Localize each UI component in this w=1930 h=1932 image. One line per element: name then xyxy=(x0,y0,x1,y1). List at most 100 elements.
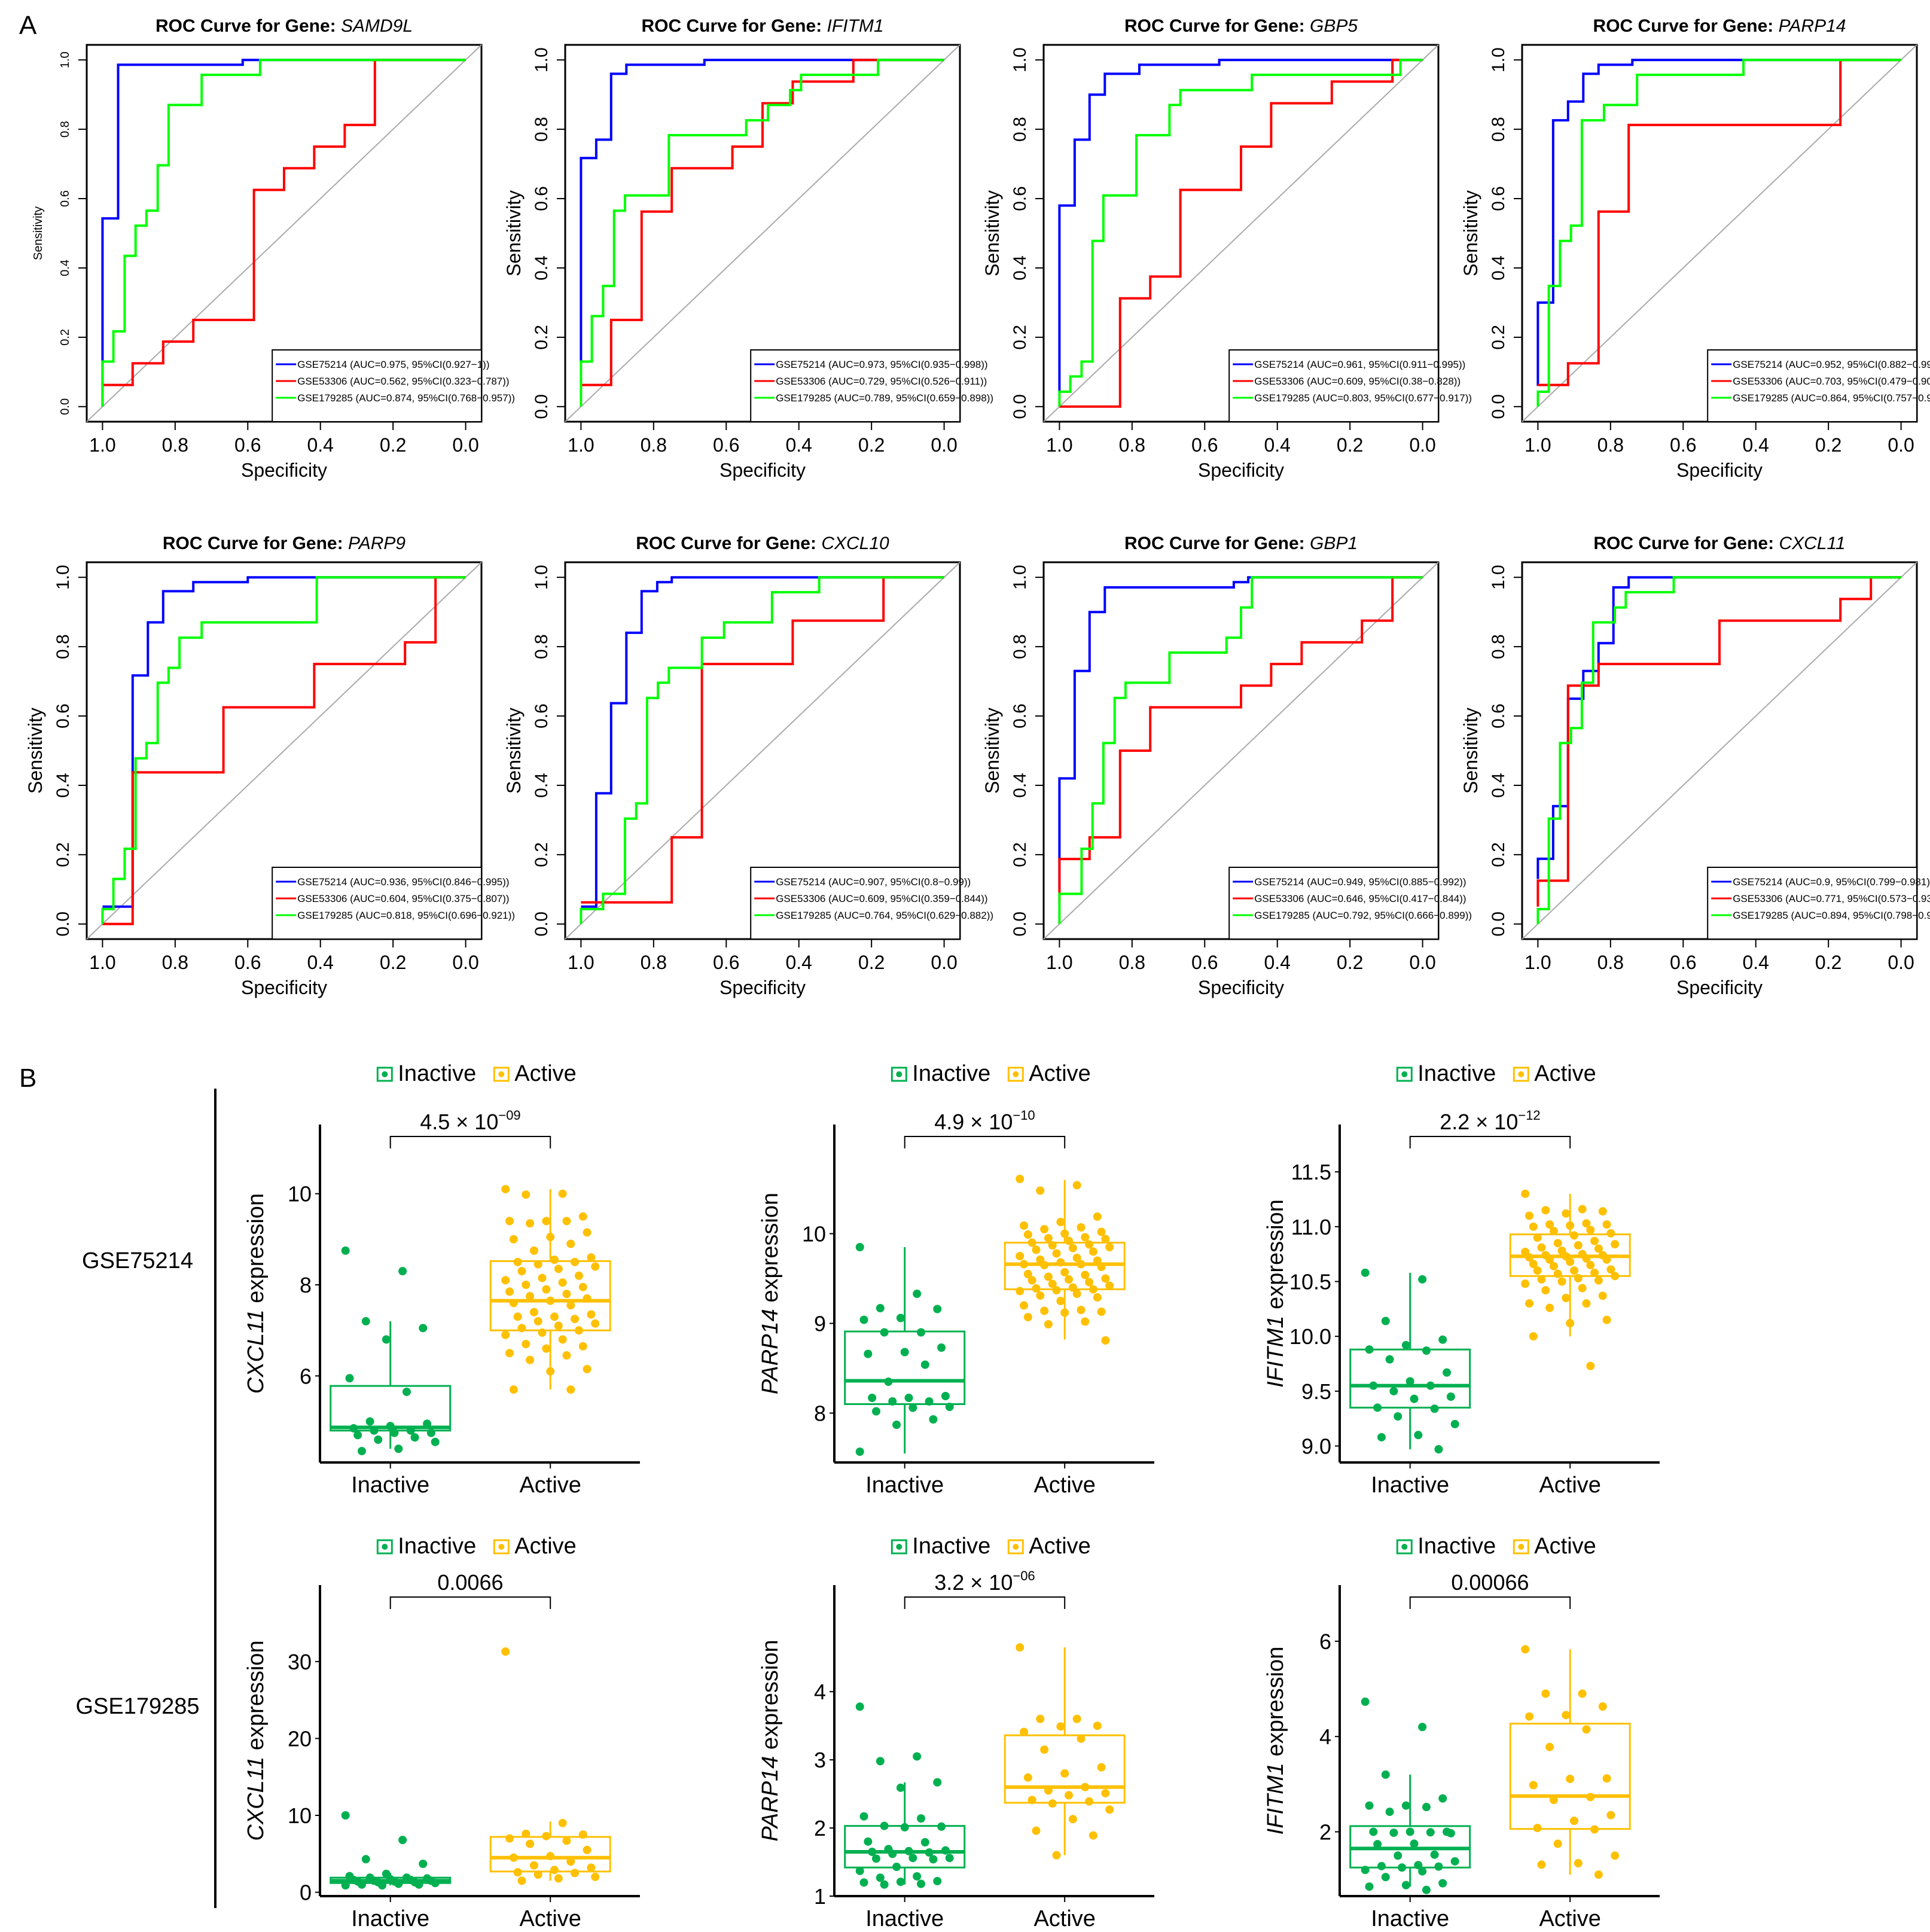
y-tick-label: 1.0 xyxy=(1010,47,1030,72)
data-point xyxy=(591,1872,600,1881)
data-point xyxy=(398,1836,407,1845)
significance-bracket xyxy=(1409,1136,1571,1148)
legend-key-inactive xyxy=(891,1539,907,1555)
x-tick-label: 0.0 xyxy=(931,434,957,456)
data-point xyxy=(1570,1266,1579,1275)
data-point xyxy=(1405,1827,1414,1836)
data-point xyxy=(419,1324,428,1333)
data-point xyxy=(1521,1645,1530,1654)
data-point xyxy=(431,1879,440,1888)
data-point xyxy=(1101,1235,1110,1244)
boxplot-GSE179285-IFITM1: Inactive Active 2 4 6 IFITM1 expression Inacti… xyxy=(1263,1534,1660,1931)
p-value-exponent: −10 xyxy=(1013,1108,1035,1123)
data-point xyxy=(542,1285,551,1294)
data-point xyxy=(574,1271,583,1280)
y-tick-label: 0 xyxy=(300,1881,312,1905)
chart-title: ROC Curve for Gene: GBP5 xyxy=(1124,16,1358,36)
roc-line-GSE179285 xyxy=(1058,576,1423,924)
x-tick-label: 1.0 xyxy=(1525,952,1551,973)
title-prefix: ROC Curve for Gene: xyxy=(156,16,341,36)
data-point xyxy=(1562,1209,1571,1218)
data-point xyxy=(933,1778,942,1787)
data-point xyxy=(526,1355,535,1364)
x-axis-label: Specificity xyxy=(1198,977,1284,998)
data-point xyxy=(1545,1742,1554,1751)
roc-chart-PARP14: ROC Curve for Gene: PARP14 0.0 0.2 0.4 0.6 0.… xyxy=(1460,16,1930,481)
x-tick-label: 0.6 xyxy=(1191,434,1218,456)
data-point xyxy=(1566,1775,1575,1784)
legend-key-inactive xyxy=(1396,1066,1413,1082)
data-point xyxy=(1574,1859,1583,1868)
data-point xyxy=(554,1264,563,1273)
data-point xyxy=(1586,1793,1595,1802)
y-tick-label: 10.0 xyxy=(1289,1324,1331,1349)
boxplot-GSE75214-CXCL11: Inactive Active 6 8 10 CXCL11 expression Inact… xyxy=(243,1061,640,1498)
y-tick-label: 0.2 xyxy=(1489,842,1508,867)
data-point xyxy=(1446,1829,1455,1837)
data-point xyxy=(517,1267,526,1276)
legend-label-GSE179285: GSE179285 (AUC=0.789, 95%CI(0.659−0.898)… xyxy=(776,392,993,404)
data-point xyxy=(357,1446,366,1455)
legend: Inactive Active xyxy=(1396,1534,1596,1559)
data-point xyxy=(1068,1283,1077,1292)
data-point xyxy=(1590,1268,1599,1277)
data-point xyxy=(1065,1275,1074,1284)
box-active xyxy=(489,1647,611,1885)
data-point xyxy=(1611,1851,1620,1860)
data-point xyxy=(522,1829,530,1838)
y-axis-label: IFITM1 expression xyxy=(1263,1647,1288,1835)
x-tick-label: Inactive xyxy=(351,1906,429,1931)
data-point xyxy=(345,1374,354,1383)
data-point xyxy=(546,1233,555,1242)
data-point xyxy=(1586,1226,1595,1235)
title-gene: CXCL10 xyxy=(821,534,889,553)
legend-key-active xyxy=(493,1539,510,1555)
data-point xyxy=(533,1317,542,1325)
data-point xyxy=(558,1335,567,1344)
data-point xyxy=(550,1256,559,1264)
legend-label-GSE53306: GSE53306 (AUC=0.703, 95%CI(0.479−0.906)) xyxy=(1733,376,1930,387)
data-point xyxy=(546,1367,555,1376)
data-point xyxy=(864,1837,873,1846)
data-point xyxy=(1036,1714,1045,1723)
data-point xyxy=(925,1397,934,1406)
y-tick-label: 9 xyxy=(814,1312,826,1336)
legend-key-active xyxy=(1513,1539,1529,1555)
y-tick-label: 0.2 xyxy=(532,842,551,867)
data-point xyxy=(1105,1281,1114,1290)
roc-chart-CXCL10: ROC Curve for Gene: CXCL10 0.0 0.2 0.4 0.6 0.… xyxy=(503,534,993,998)
data-point xyxy=(1085,1278,1094,1287)
y-axis-label: Sensitivity xyxy=(1460,708,1481,794)
y-label-gene: PARP14 xyxy=(758,1756,783,1842)
data-point xyxy=(1606,1229,1615,1238)
y-tick-label: 0.4 xyxy=(53,773,73,798)
data-point xyxy=(1410,1394,1419,1403)
x-axis-label: Specificity xyxy=(241,459,327,481)
x-tick-label: 0.0 xyxy=(1888,434,1914,456)
x-tick-label: 0.8 xyxy=(1597,434,1624,456)
data-point xyxy=(1072,1714,1081,1723)
legend-label-active: Active xyxy=(1029,1534,1090,1559)
data-point xyxy=(1570,1231,1579,1240)
title-prefix: ROC Curve for Gene: xyxy=(1124,534,1310,553)
data-point xyxy=(1557,1277,1566,1286)
data-point xyxy=(1081,1270,1090,1279)
roc-line-GSE179285 xyxy=(580,59,944,407)
legend-label-GSE53306: GSE53306 (AUC=0.604, 95%CI(0.375−0.807)) xyxy=(297,893,509,904)
data-point xyxy=(1048,1279,1057,1288)
y-tick-label: 0.4 xyxy=(59,260,72,276)
y-label-suffix: expression xyxy=(758,1640,783,1756)
p-value-exponent: −06 xyxy=(1013,1568,1035,1583)
legend-key-dot xyxy=(498,1071,505,1077)
y-axis-label: Sensitivity xyxy=(1460,190,1481,276)
legend-label-inactive: Inactive xyxy=(398,1061,476,1086)
data-point xyxy=(1611,1272,1620,1281)
legend-key-dot xyxy=(1401,1071,1408,1077)
data-point xyxy=(587,1310,596,1319)
data-point xyxy=(1052,1249,1061,1258)
legend-key-inactive xyxy=(376,1066,393,1082)
data-point xyxy=(913,1872,922,1881)
data-point xyxy=(1566,1221,1575,1230)
data-point xyxy=(1072,1181,1081,1190)
data-point xyxy=(1032,1284,1041,1293)
